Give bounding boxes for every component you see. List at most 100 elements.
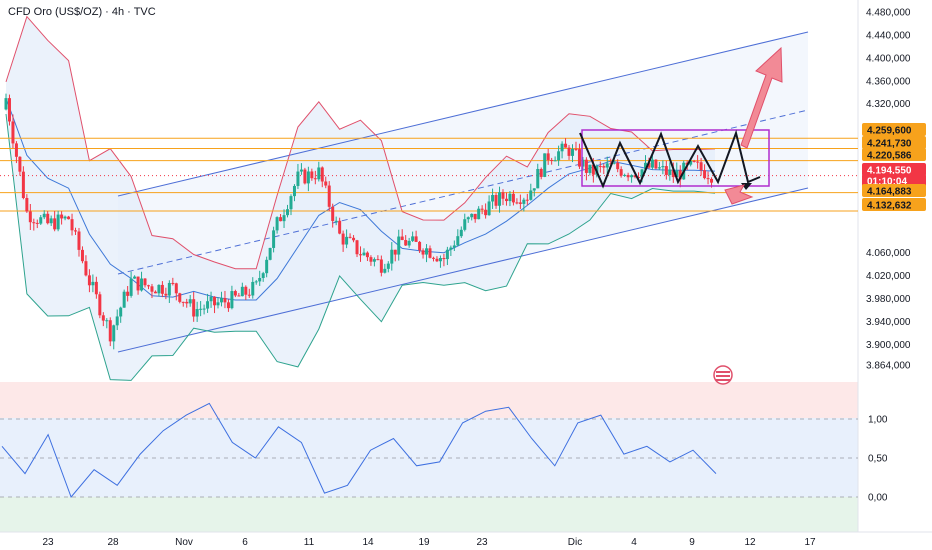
candle-body — [532, 188, 536, 191]
candle-body — [633, 175, 637, 178]
candle-body — [157, 284, 161, 294]
candle-body — [18, 156, 22, 172]
candle-body — [567, 147, 571, 156]
candle-body — [77, 231, 81, 250]
candle-body — [244, 286, 248, 295]
candle-body — [546, 153, 550, 160]
time-axis-label: 23 — [42, 537, 54, 548]
price-axis-label: 4.020,000 — [866, 271, 911, 282]
candle-body — [463, 219, 467, 230]
candle-body — [192, 299, 196, 317]
time-axis-label: 11 — [304, 537, 315, 548]
candle-body — [108, 320, 112, 342]
candle-body — [98, 294, 102, 316]
candle-body — [473, 213, 477, 220]
candle-body — [654, 159, 658, 169]
candle-body — [511, 193, 515, 203]
candle-body — [233, 291, 237, 296]
candle-body — [240, 286, 244, 297]
candle-body — [543, 153, 547, 177]
indicator-axis-label: 0,00 — [868, 493, 888, 504]
candle-body — [522, 199, 526, 204]
candle-body — [400, 236, 404, 241]
candle-body — [84, 261, 88, 276]
price-axis-label: 4.320,000 — [866, 99, 911, 110]
candle-body — [605, 163, 609, 168]
candle-body — [4, 98, 8, 110]
candle-body — [564, 143, 568, 148]
time-axis-label: 6 — [242, 537, 248, 548]
candle-body — [320, 167, 324, 182]
candle-body — [647, 162, 651, 168]
last-price-tag — [862, 174, 926, 187]
candle-body — [25, 198, 29, 212]
candle-body — [327, 185, 331, 207]
candle-body — [703, 170, 707, 179]
price-axis-label: 3.864,000 — [866, 361, 911, 372]
consolidation-box — [581, 129, 770, 187]
candle-body — [313, 178, 317, 180]
candle-body — [331, 206, 335, 221]
candle-body — [230, 291, 234, 309]
time-axis-label: 28 — [107, 537, 119, 548]
candle-body — [67, 216, 71, 220]
price-tag-label: 4.194,550 — [867, 166, 912, 177]
candle-body — [414, 236, 418, 242]
candle-body — [119, 307, 123, 317]
candle-body — [692, 160, 696, 162]
candle-body — [626, 174, 630, 178]
candle-body — [365, 252, 369, 258]
candle-body — [21, 171, 25, 199]
candle-body — [303, 169, 307, 184]
candle-body — [480, 208, 484, 210]
candle-body — [630, 175, 634, 178]
candle-body — [14, 143, 18, 157]
candle-body — [94, 281, 98, 295]
candle-body — [470, 213, 474, 218]
candle-body — [289, 196, 293, 210]
price-axis-label: 4.480,000 — [866, 8, 911, 19]
candle-body — [28, 211, 32, 223]
candle-body — [105, 320, 109, 322]
candle-body — [376, 259, 380, 261]
price-axis-label: 4.360,000 — [866, 76, 911, 87]
candle-body — [185, 301, 189, 304]
indicator-oversold-zone — [0, 497, 858, 532]
candle-body — [678, 170, 682, 180]
price-tag-label: 4.220,586 — [867, 151, 912, 162]
channel-lower-line — [117, 187, 809, 353]
chart-title: CFD Oro (US$/OZ) · 4h · TVC — [8, 6, 156, 18]
level-price-tag — [862, 136, 926, 149]
candle-body — [112, 325, 116, 342]
price-axis-label: 3.900,000 — [866, 340, 911, 351]
time-axis-label: 12 — [744, 537, 756, 548]
candle-body — [664, 166, 668, 175]
candle-body — [46, 213, 50, 224]
candle-body — [508, 193, 512, 202]
candle-body — [153, 291, 157, 294]
candle-body — [352, 237, 356, 241]
candle-body — [292, 185, 296, 197]
candle-body — [202, 308, 206, 310]
candle-body — [588, 164, 592, 173]
candle-body — [164, 293, 168, 296]
level-price-tag — [862, 148, 926, 161]
candle-body — [591, 164, 595, 175]
candle-body — [299, 169, 303, 172]
candle-body — [334, 220, 338, 222]
candle-body — [675, 170, 679, 178]
candle-body — [188, 299, 192, 304]
candle-body — [466, 217, 470, 220]
candle-body — [296, 171, 300, 186]
candle-body — [251, 281, 255, 296]
candle-body — [115, 316, 119, 326]
candle-body — [341, 233, 345, 245]
candle-body — [261, 273, 265, 278]
candle-body — [369, 257, 373, 262]
candle-body — [498, 192, 502, 206]
candle-body — [167, 282, 171, 296]
candle-body — [56, 214, 60, 230]
candle-body — [53, 218, 57, 230]
